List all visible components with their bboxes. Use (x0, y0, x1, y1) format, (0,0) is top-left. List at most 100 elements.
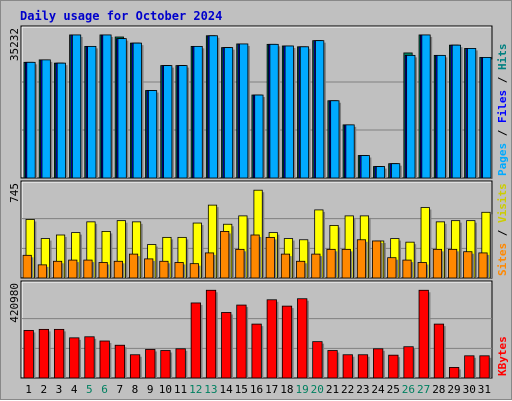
day-label-27: 27 (417, 383, 430, 396)
bar-kbytes-20 (312, 341, 323, 379)
bar-sites-13 (204, 252, 215, 279)
bar-sites-16 (250, 234, 260, 279)
chart-panels: 35232 Pages / Files / Hits 745 Sites / Visi… (8, 25, 509, 379)
day-label-9: 9 (147, 383, 154, 396)
day-label-15: 15 (235, 383, 248, 396)
bar-sites-23 (356, 239, 367, 279)
day-label-21: 21 (326, 383, 339, 396)
ylabel-part-1: / (496, 123, 509, 143)
bar-kbytes-3 (53, 328, 65, 379)
bar-pages-21 (330, 100, 340, 179)
bar-pages-11 (178, 65, 188, 179)
bar-pages-26 (406, 54, 416, 179)
bar-pages-2 (41, 59, 51, 179)
bar-kbytes-7 (114, 344, 125, 379)
bar-pages-27 (421, 34, 431, 179)
day-label-3: 3 (56, 383, 63, 396)
day-label-18: 18 (280, 383, 293, 396)
ylabel-part-0: Pages (496, 143, 509, 176)
day-label-17: 17 (265, 383, 278, 396)
bar-sites-31 (478, 252, 488, 279)
bar-kbytes-5 (84, 336, 95, 379)
bar-pages-29 (451, 44, 461, 179)
bar-pages-20 (315, 40, 325, 179)
bar-kbytes-9 (145, 349, 156, 379)
ylabel-part-2: Files (496, 90, 509, 123)
bar-kbytes-19 (297, 298, 308, 379)
bar-sites-30 (463, 251, 473, 279)
bar-pages-30 (467, 48, 477, 179)
ymax-label-kbytes: 420980 (8, 283, 21, 323)
ylabel-hits-files-pages: Pages / Files / Hits (496, 44, 509, 177)
bar-pages-23 (360, 155, 370, 179)
bar-kbytes-14 (221, 312, 232, 379)
bar-kbytes-24 (373, 348, 384, 379)
ylabel-part-2: Visits (496, 183, 509, 223)
bar-pages-19 (299, 46, 310, 179)
bar-pages-16 (254, 94, 264, 179)
bar-pages-5 (87, 45, 97, 179)
day-label-16: 16 (250, 383, 263, 396)
bar-sites-2 (37, 264, 47, 279)
ylabel-part-4: Hits (496, 44, 509, 71)
day-label-6: 6 (101, 383, 108, 396)
bar-kbytes-16 (251, 323, 262, 379)
ylabel-part-0: KBytes (496, 336, 509, 376)
day-label-12: 12 (189, 383, 202, 396)
bar-kbytes-8 (129, 354, 141, 379)
bar-pages-3 (56, 62, 66, 179)
bar-kbytes-10 (160, 350, 171, 379)
bar-pages-1 (26, 61, 36, 179)
bar-sites-20 (311, 253, 321, 279)
panel-hits-files-pages: 35232 Pages / Files / Hits (8, 25, 509, 179)
ymax-label-visits-sites: 745 (8, 183, 21, 203)
bar-sites-9 (144, 258, 154, 279)
bar-sites-11 (174, 262, 184, 279)
bar-sites-17 (265, 236, 275, 279)
day-labels: 1 2 3 4 5 6 7 8 9 10 11 12 13 14 15 16 17 18 19 20 21 22 23 24 2… (25, 383, 491, 396)
bar-pages-24 (375, 166, 386, 179)
bar-sites-22 (341, 248, 351, 279)
bar-kbytes-22 (342, 354, 353, 379)
chart-title: Daily usage for October 2024 (20, 9, 222, 23)
day-label-11: 11 (174, 383, 187, 396)
bar-kbytes-30 (464, 355, 475, 379)
day-label-23: 23 (356, 383, 369, 396)
day-label-5: 5 (86, 383, 93, 396)
bar-kbytes-1 (23, 330, 34, 379)
bar-sites-25 (387, 257, 397, 279)
day-label-10: 10 (159, 383, 172, 396)
day-label-8: 8 (132, 383, 139, 396)
bar-sites-12 (189, 263, 199, 279)
bar-sites-27 (417, 262, 427, 279)
bar-kbytes-31 (479, 355, 490, 379)
day-label-2: 2 (40, 383, 47, 396)
bar-pages-14 (223, 47, 234, 179)
day-label-4: 4 (71, 383, 78, 396)
bar-sites-19 (296, 260, 306, 279)
day-label-30: 30 (463, 383, 476, 396)
ylabel-kbytes: KBytes (496, 336, 509, 376)
bar-pages-6 (102, 34, 112, 179)
bar-kbytes-13 (205, 289, 217, 379)
ylabel-part-1: / (496, 223, 509, 243)
day-label-14: 14 (219, 383, 233, 396)
day-label-25: 25 (387, 383, 400, 396)
bar-kbytes-6 (99, 340, 110, 379)
bar-pages-25 (391, 163, 401, 179)
bar-pages-28 (436, 54, 446, 179)
bar-sites-1 (22, 254, 32, 279)
bar-pages-9 (147, 90, 158, 179)
bar-kbytes-26 (403, 346, 414, 379)
bar-kbytes-25 (388, 354, 399, 379)
bar-kbytes-11 (175, 348, 186, 379)
day-label-7: 7 (116, 383, 123, 396)
panel-kbytes: 420980 KBytes (8, 280, 509, 379)
bar-kbytes-17 (266, 299, 277, 379)
bar-pages-12 (193, 45, 203, 179)
day-label-22: 22 (341, 383, 354, 396)
bar-sites-24 (372, 240, 382, 279)
day-label-29: 29 (447, 383, 460, 396)
